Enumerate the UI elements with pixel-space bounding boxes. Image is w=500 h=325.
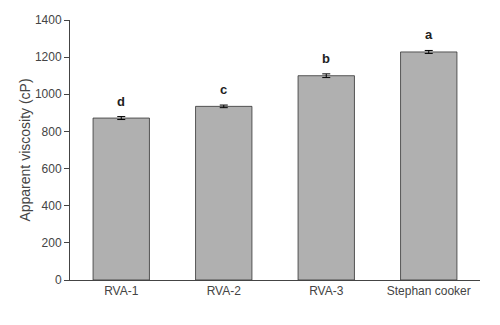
svg-text:Apparent viscosity (cP): Apparent viscosity (cP): [17, 78, 33, 221]
svg-text:d: d: [117, 94, 125, 109]
svg-text:RVA-3: RVA-3: [309, 284, 344, 298]
svg-text:200: 200: [42, 236, 62, 250]
svg-text:a: a: [425, 27, 433, 42]
svg-text:Stephan cooker: Stephan cooker: [387, 284, 471, 298]
svg-text:b: b: [322, 51, 330, 66]
svg-text:600: 600: [42, 162, 62, 176]
svg-text:400: 400: [42, 199, 62, 213]
svg-text:800: 800: [42, 125, 62, 139]
svg-text:RVA-2: RVA-2: [207, 284, 242, 298]
svg-text:c: c: [220, 82, 227, 97]
svg-text:1400: 1400: [35, 13, 62, 27]
svg-text:0: 0: [55, 273, 62, 287]
svg-text:RVA-1: RVA-1: [104, 284, 139, 298]
svg-text:1200: 1200: [35, 50, 62, 64]
svg-text:1000: 1000: [35, 87, 62, 101]
